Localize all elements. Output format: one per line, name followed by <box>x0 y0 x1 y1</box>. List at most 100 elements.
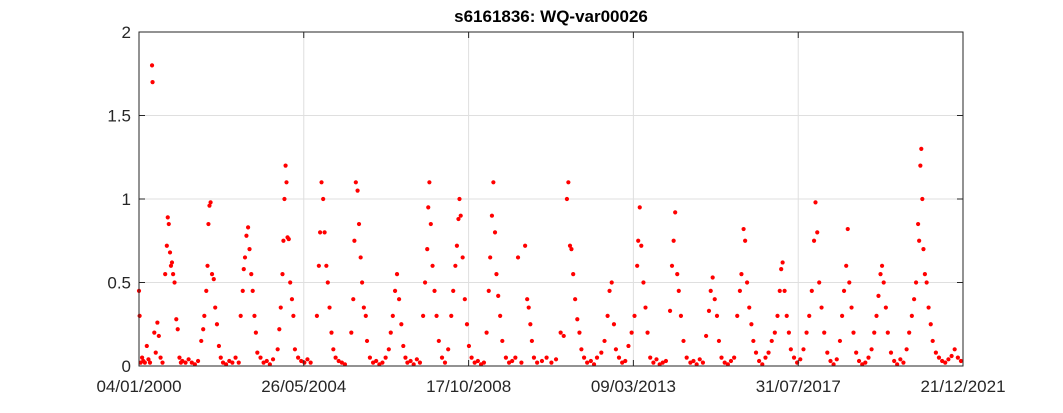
data-point <box>760 362 765 367</box>
data-point <box>737 288 742 293</box>
data-point <box>491 180 496 185</box>
data-point <box>352 238 357 243</box>
data-point <box>442 360 448 365</box>
data-point <box>458 213 463 218</box>
data-point <box>199 338 204 344</box>
data-point <box>503 355 509 360</box>
data-point <box>220 360 226 365</box>
data-point <box>421 313 426 318</box>
data-point <box>216 343 222 349</box>
data-point <box>417 360 423 365</box>
data-point <box>958 358 964 364</box>
data-point <box>922 272 927 277</box>
data-point <box>174 317 179 322</box>
data-point <box>851 330 856 335</box>
data-point <box>275 347 280 352</box>
data-points <box>136 63 964 367</box>
data-point <box>430 263 435 268</box>
data-point <box>786 330 791 335</box>
data-point <box>277 327 282 332</box>
data-point <box>782 288 787 293</box>
data-point <box>472 360 477 365</box>
data-point <box>456 216 461 222</box>
data-point <box>152 330 157 335</box>
data-point <box>607 288 612 293</box>
data-point <box>267 362 272 367</box>
data-point <box>233 355 238 360</box>
data-point <box>353 180 358 185</box>
data-point <box>282 196 287 202</box>
data-point <box>205 263 210 268</box>
data-point <box>139 355 145 360</box>
data-point <box>146 357 151 362</box>
data-point <box>831 362 836 367</box>
data-point <box>798 357 803 362</box>
data-point <box>144 343 149 349</box>
data-point <box>775 313 780 318</box>
data-point <box>912 297 917 302</box>
data-point <box>289 297 295 302</box>
data-point <box>361 305 366 310</box>
data-point <box>844 263 849 268</box>
data-point <box>769 338 774 344</box>
data-point <box>171 272 176 277</box>
data-point <box>676 288 681 293</box>
data-point <box>732 355 737 360</box>
data-point <box>645 330 650 335</box>
data-point <box>564 196 570 202</box>
data-point <box>469 355 474 360</box>
data-point <box>883 305 888 310</box>
data-point <box>264 358 269 364</box>
data-point <box>849 305 854 310</box>
data-point <box>360 280 365 285</box>
data-point <box>202 313 207 318</box>
data-point <box>299 358 304 364</box>
data-point <box>305 357 310 362</box>
ticks: 04/01/2000 26/05/2004 17/10/2008 09/03/2013… <box>96 23 1005 396</box>
data-point <box>336 358 341 364</box>
data-point <box>374 358 379 364</box>
data-point <box>777 288 782 293</box>
data-point <box>813 200 818 205</box>
data-point <box>211 277 216 282</box>
data-point <box>383 355 388 360</box>
data-point <box>917 238 922 243</box>
data-point <box>240 288 245 293</box>
data-point <box>457 196 462 202</box>
data-point <box>909 313 914 318</box>
data-point <box>651 360 656 365</box>
data-point <box>316 263 321 268</box>
data-point <box>919 146 924 151</box>
data-point <box>567 243 573 248</box>
data-point <box>673 210 678 215</box>
data-point <box>681 338 686 344</box>
data-point <box>594 355 600 360</box>
data-point <box>569 247 574 252</box>
data-point <box>377 362 382 367</box>
data-point <box>286 236 291 242</box>
data-point <box>434 313 439 318</box>
data-point <box>392 288 398 293</box>
data-point <box>439 355 445 360</box>
data-point <box>367 355 373 360</box>
data-point <box>613 347 619 352</box>
data-point <box>636 238 641 243</box>
data-point <box>863 360 868 365</box>
data-point <box>744 280 750 285</box>
data-point <box>252 313 257 318</box>
data-point <box>526 305 531 310</box>
data-point <box>288 280 293 285</box>
data-point <box>654 357 659 362</box>
data-point <box>946 357 951 362</box>
data-point <box>426 205 431 210</box>
x-tick-label: 04/01/2000 <box>96 377 181 396</box>
data-point <box>841 288 847 293</box>
data-point <box>160 360 165 365</box>
data-point <box>449 313 454 318</box>
data-point <box>209 272 215 277</box>
data-point <box>663 358 669 364</box>
data-point <box>667 308 673 313</box>
data-point <box>920 196 925 202</box>
data-point <box>331 347 336 352</box>
